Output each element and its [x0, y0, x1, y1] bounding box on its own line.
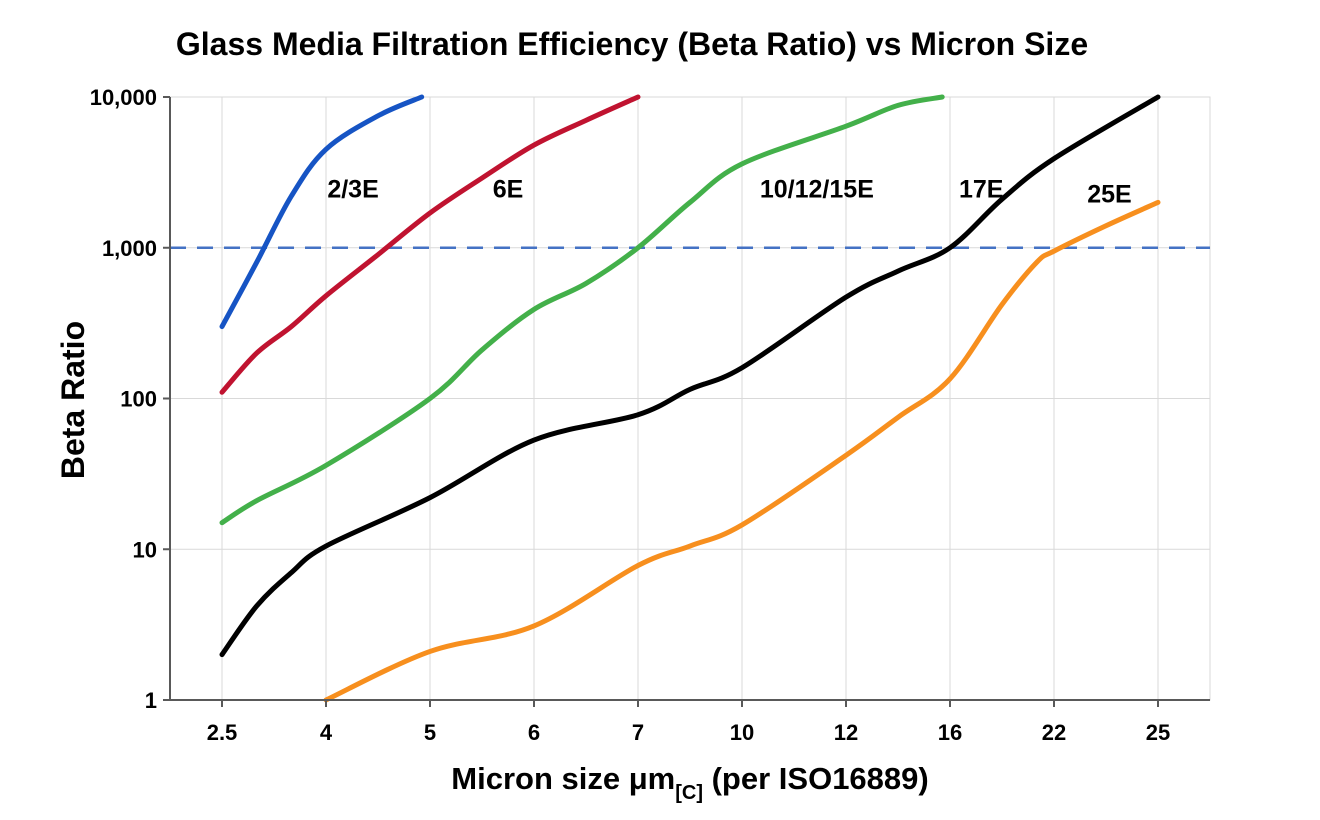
series-labels: 2/3E 6E 10/12/15E 17E 25E — [327, 176, 1131, 209]
curve-17e — [219, 94, 1161, 658]
axes — [163, 96, 1210, 707]
x-axis-label: Micron size μm[C] (per ISO16889) — [451, 761, 928, 804]
curve-25e — [323, 199, 1161, 703]
x-tick-label: 10 — [730, 720, 754, 745]
y-tick-label: 1 — [145, 688, 157, 713]
x-tick-label: 5 — [424, 720, 436, 745]
x-tick-label: 7 — [632, 720, 644, 745]
series-label-10-12-15e: 10/12/15E — [760, 176, 874, 204]
x-tick-label: 12 — [834, 720, 858, 745]
x-tick-label: 4 — [320, 720, 333, 745]
y-tick-label: 100 — [120, 387, 157, 412]
series-curves — [219, 94, 1161, 703]
chart-title: Glass Media Filtration Efficiency (Beta … — [176, 26, 1088, 62]
gridlines — [169, 96, 1211, 701]
x-tick-label: 25 — [1146, 720, 1170, 745]
tick-labels: 1 10 100 1,000 10,000 2.5 4 5 6 7 10 12 16 22 25 — [90, 85, 1171, 745]
y-tick-label: 1,000 — [102, 236, 157, 261]
y-axis-label: Beta Ratio — [55, 321, 91, 479]
x-tick-label: 16 — [938, 720, 962, 745]
x-tick-label: 22 — [1042, 720, 1066, 745]
x-axis-label-suffix: (per ISO16889) — [703, 761, 929, 796]
x-tick-label: 6 — [528, 720, 540, 745]
curve-6e — [219, 94, 641, 395]
curve-10-12-15e — [219, 94, 945, 526]
curve-2-3e — [219, 94, 425, 330]
x-axis-label-subscript: [C] — [675, 782, 703, 804]
y-tick-label: 10 — [133, 537, 157, 562]
y-tick-label: 10,000 — [90, 85, 157, 110]
series-label-17e: 17E — [959, 176, 1003, 204]
series-label-2-3e: 2/3E — [327, 176, 378, 204]
x-tick-label: 2.5 — [207, 720, 238, 745]
series-label-6e: 6E — [493, 176, 524, 204]
x-axis-label-main: Micron size μm — [451, 761, 675, 796]
series-label-25e: 25E — [1087, 180, 1131, 208]
